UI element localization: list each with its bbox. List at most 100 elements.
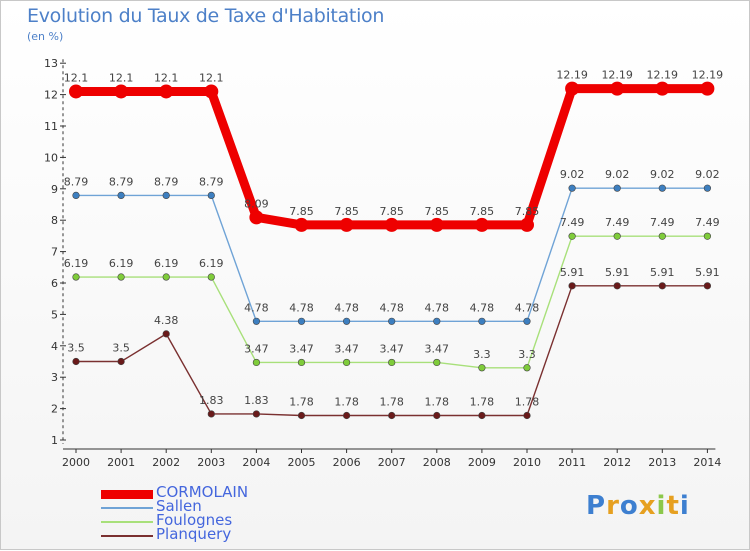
data-label-sallen: 9.02 [560, 168, 585, 181]
data-label-cormolain: 7.85 [334, 205, 359, 218]
data-label-sallen: 4.78 [515, 301, 540, 314]
data-point-sallen [252, 317, 260, 325]
data-label-sallen: 4.78 [379, 301, 404, 314]
data-label-foulognes: 7.49 [560, 216, 585, 229]
data-point-foulognes [703, 232, 712, 240]
data-point-planquery [613, 282, 621, 290]
data-label-foulognes: 3.3 [473, 348, 491, 361]
x-tick-label: 2008 [423, 456, 451, 469]
data-label-cormolain: 12.1 [199, 71, 224, 84]
data-point-foulognes [568, 232, 576, 240]
data-label-foulognes: 6.19 [154, 257, 179, 270]
data-point-foulognes [658, 232, 666, 240]
data-label-foulognes: 3.47 [334, 342, 359, 355]
data-label-planquery: 5.91 [695, 266, 720, 279]
data-point-cormolain [384, 217, 399, 232]
data-point-planquery [703, 282, 712, 290]
data-point-cormolain [294, 217, 309, 232]
data-label-sallen: 9.02 [605, 168, 630, 181]
data-label-planquery: 1.78 [334, 396, 359, 409]
data-label-planquery: 4.38 [154, 314, 179, 327]
x-tick-label: 2010 [513, 456, 541, 469]
data-point-planquery [433, 411, 441, 420]
data-label-sallen: 9.02 [695, 168, 720, 181]
data-label-foulognes: 7.49 [605, 216, 630, 229]
data-label-planquery: 1.78 [425, 396, 450, 409]
y-axis-unit-label: (en %) [27, 30, 64, 43]
data-label-cormolain: 7.85 [379, 205, 404, 218]
data-point-cormolain [204, 84, 219, 99]
data-label-cormolain: 7.85 [425, 205, 450, 218]
data-point-foulognes [613, 232, 621, 240]
data-label-planquery: 5.91 [560, 266, 585, 279]
data-point-planquery [297, 411, 306, 420]
data-point-foulognes [162, 273, 170, 281]
logo-letter: x [638, 491, 657, 521]
data-label-sallen: 8.79 [109, 175, 134, 188]
legend-label-foulognes: Foulognes [156, 511, 233, 529]
data-label-cormolain: 12.1 [64, 71, 89, 84]
data-point-planquery [207, 410, 215, 418]
data-point-planquery [252, 410, 260, 418]
x-tick-label: 2013 [648, 456, 676, 469]
data-label-planquery: 1.83 [199, 394, 224, 407]
data-point-foulognes [388, 358, 396, 367]
legend-label-planquery: Planquery [156, 525, 232, 543]
data-label-planquery: 3.5 [67, 342, 85, 355]
data-label-cormolain: 7.85 [289, 205, 314, 218]
data-point-cormolain [429, 217, 444, 232]
x-tick-label: 2011 [558, 456, 586, 469]
data-point-cormolain [159, 84, 174, 99]
data-label-foulognes: 7.49 [650, 216, 675, 229]
data-label-cormolain: 12.1 [109, 71, 134, 84]
data-label-cormolain: 7.85 [515, 205, 540, 218]
data-point-sallen [388, 317, 396, 325]
logo-letter: i [656, 491, 667, 521]
y-tick-label: 9 [51, 183, 58, 196]
logo-letter: t [666, 491, 680, 521]
data-label-planquery: 1.78 [470, 396, 495, 409]
data-point-sallen [613, 184, 621, 192]
data-point-foulognes [117, 273, 125, 281]
data-label-cormolain: 12.19 [601, 69, 633, 82]
data-point-planquery [478, 411, 486, 420]
data-point-sallen [523, 317, 531, 325]
data-label-cormolain: 8.09 [244, 197, 269, 210]
x-tick-label: 2009 [468, 456, 496, 469]
legend-swatch-cormolain [101, 489, 153, 499]
logo-letter: r [606, 491, 620, 521]
data-label-foulognes: 7.49 [695, 216, 720, 229]
y-tick-label: 5 [51, 308, 58, 321]
data-label-foulognes: 3.47 [244, 342, 269, 355]
data-label-sallen: 8.79 [64, 175, 89, 188]
data-label-foulognes: 6.19 [64, 257, 89, 270]
data-point-sallen [433, 317, 441, 325]
data-label-cormolain: 12.1 [154, 71, 179, 84]
data-point-planquery [162, 330, 170, 338]
x-tick-label: 2006 [333, 456, 361, 469]
legend-swatch-foulognes [101, 521, 153, 523]
data-point-foulognes [433, 358, 441, 367]
y-tick-label: 13 [44, 57, 58, 70]
data-label-planquery: 5.91 [605, 266, 630, 279]
data-label-cormolain: 7.85 [470, 205, 495, 218]
logo-letter: o [619, 491, 639, 521]
data-point-sallen [568, 184, 576, 192]
y-tick-label: 11 [44, 120, 58, 133]
logo-letter: P [586, 491, 607, 521]
data-point-foulognes [72, 273, 80, 281]
data-label-cormolain: 12.19 [647, 69, 679, 82]
data-point-cormolain [655, 81, 670, 96]
data-point-sallen [703, 184, 712, 192]
data-label-sallen: 8.79 [199, 175, 224, 188]
data-label-foulognes: 6.19 [109, 257, 134, 270]
data-label-foulognes: 3.47 [425, 342, 450, 355]
data-point-sallen [343, 317, 351, 325]
proxiti-logo: Proxiti [586, 491, 690, 521]
data-point-cormolain [114, 84, 129, 99]
x-tick-label: 2012 [603, 456, 631, 469]
x-tick-label: 2003 [197, 456, 225, 469]
data-point-sallen [72, 191, 80, 199]
data-point-foulognes [297, 358, 306, 367]
